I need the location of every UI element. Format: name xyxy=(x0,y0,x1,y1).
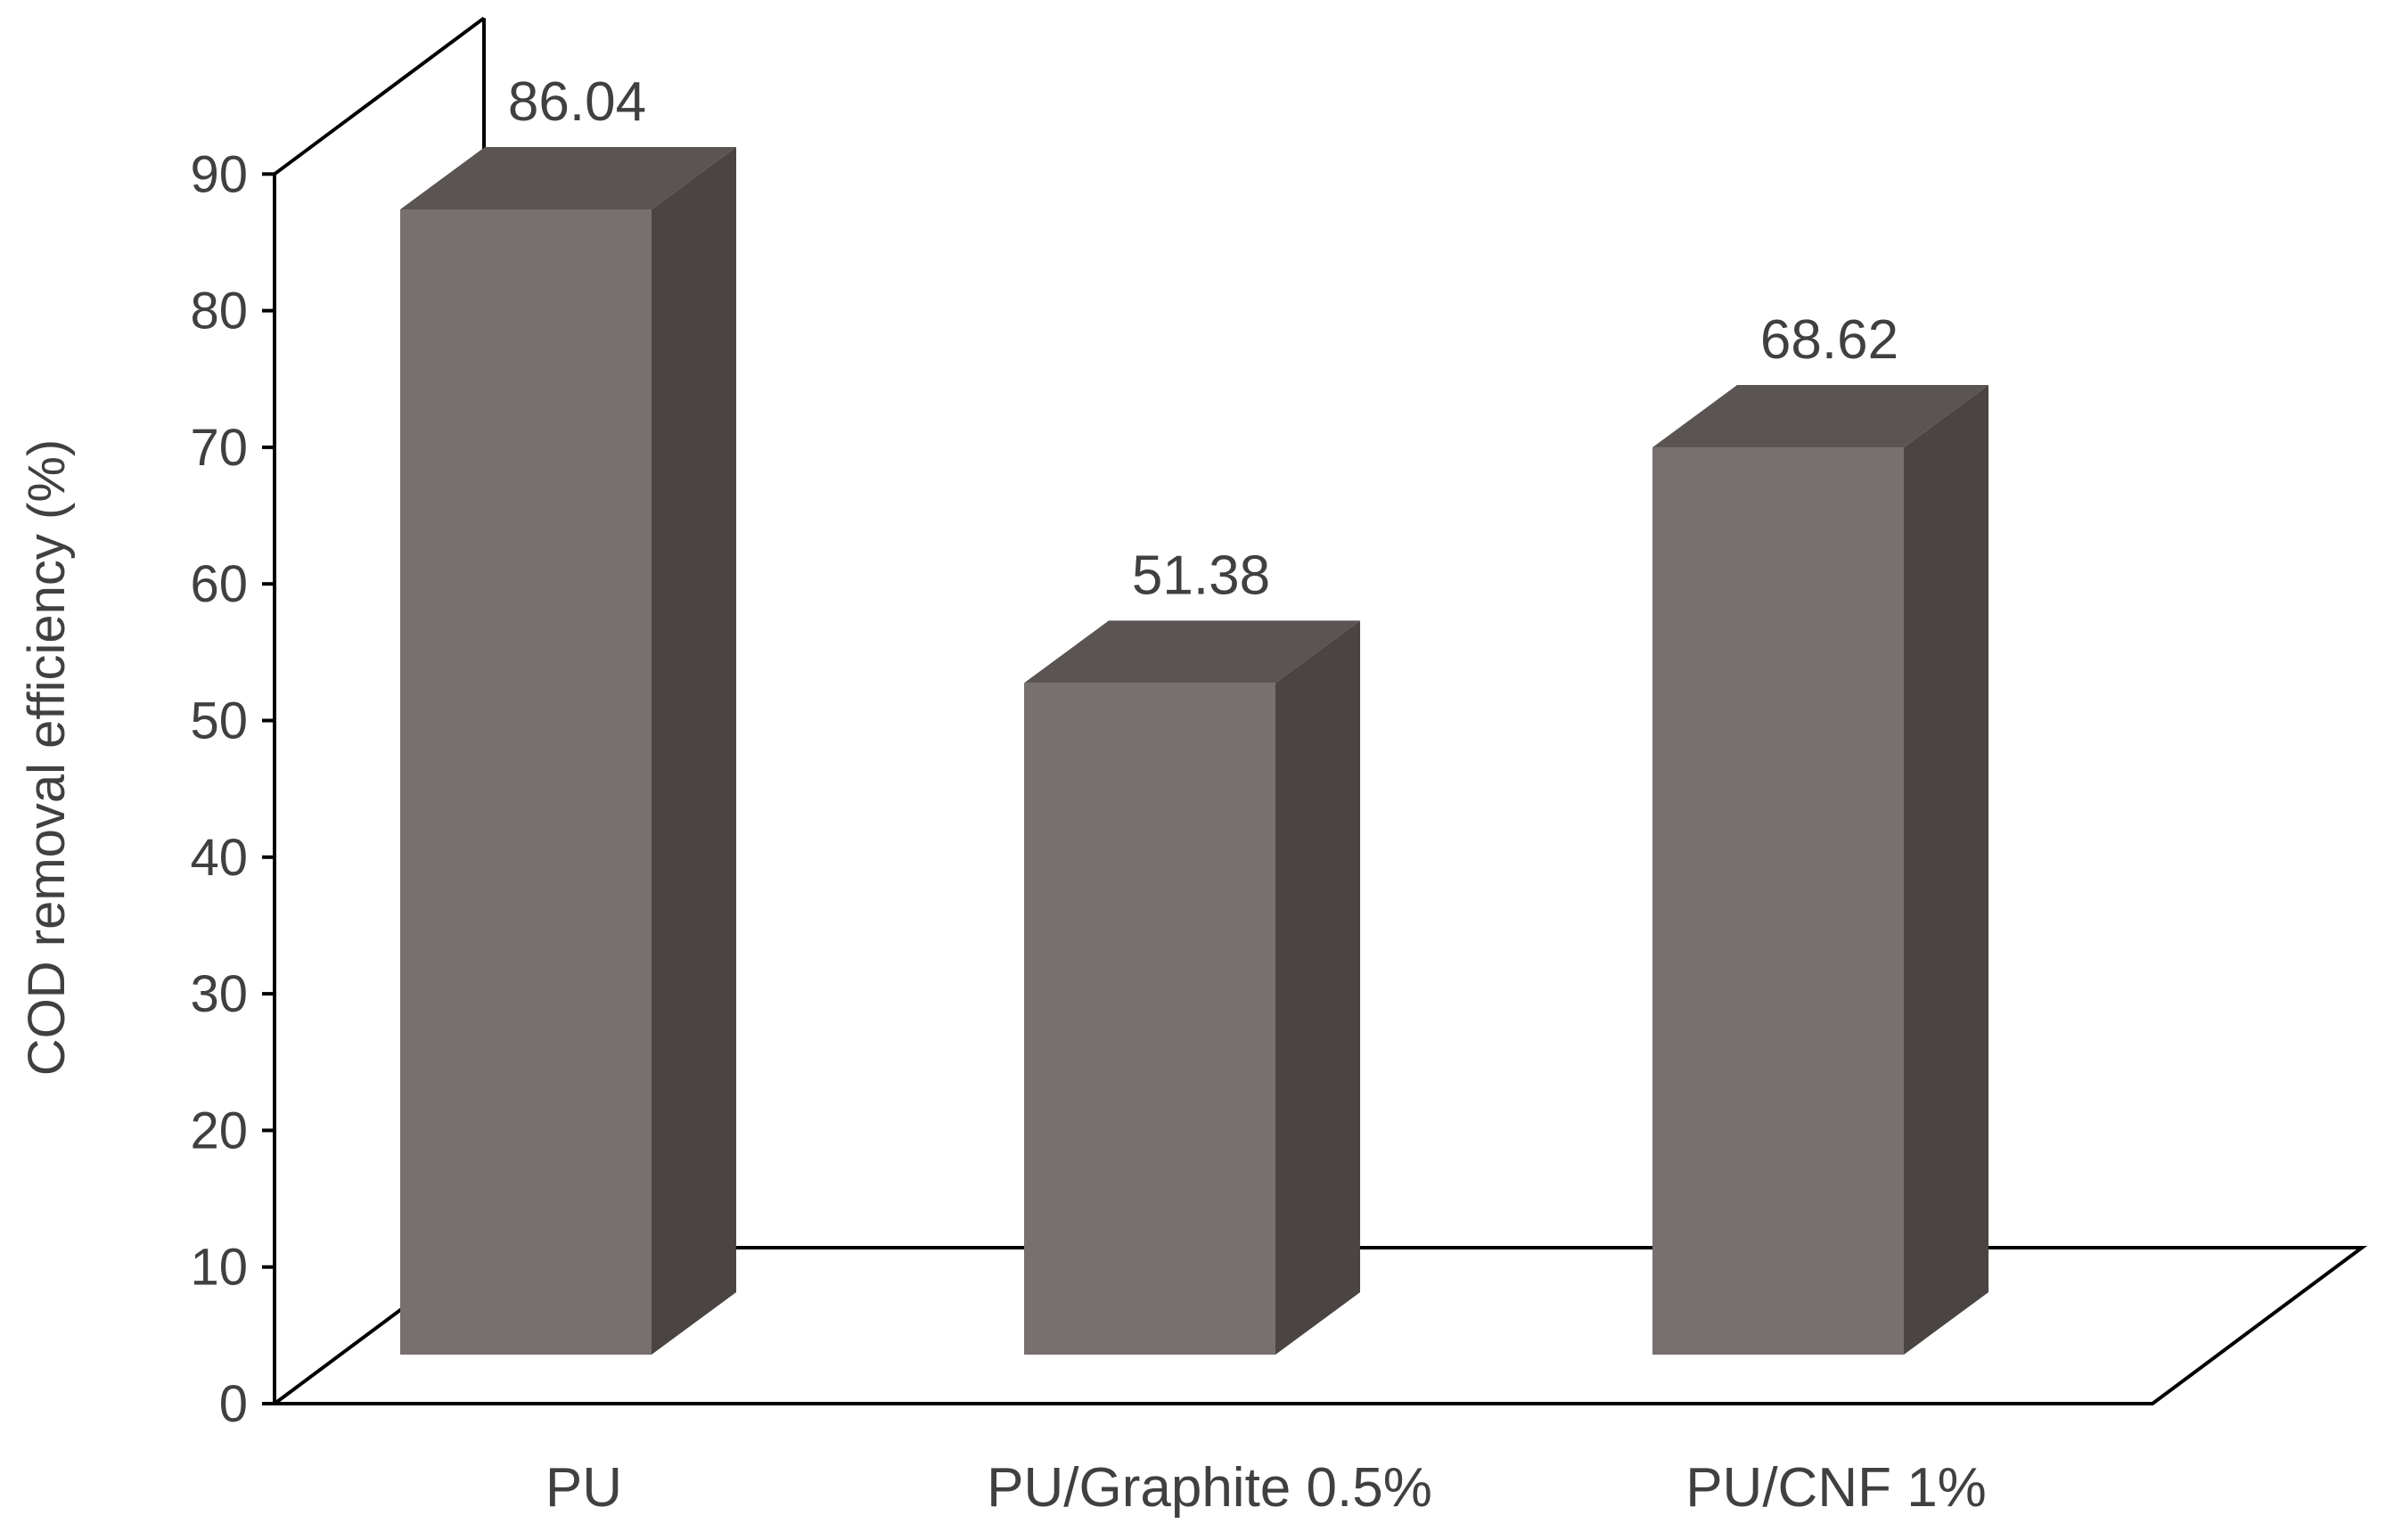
bar-top xyxy=(1652,385,1988,448)
bar-front xyxy=(1024,683,1275,1355)
y-tick-label: 0 xyxy=(219,1375,248,1433)
y-axis-label: COD removal efficiency (%) xyxy=(18,439,76,1076)
labels: COD removal efficiency (%) 0 10 20 30 40 50 60… xyxy=(18,71,1987,1519)
y-tick-label: 80 xyxy=(190,283,248,340)
y-tick-label: 30 xyxy=(190,965,248,1023)
y-tick-label: 60 xyxy=(190,555,248,613)
y-tick-label: 90 xyxy=(190,145,248,203)
bar xyxy=(400,147,736,1355)
data-label: 51.38 xyxy=(1132,545,1270,606)
data-label: 68.62 xyxy=(1760,309,1898,371)
y-tick-label: 50 xyxy=(190,692,248,750)
bar-top xyxy=(1024,620,1360,684)
x-tick-label: PU xyxy=(545,1457,622,1519)
bar-top xyxy=(400,147,736,210)
y-tick-label: 40 xyxy=(190,829,248,887)
data-label: 86.04 xyxy=(508,71,646,133)
bar xyxy=(1652,385,1988,1355)
bar-side xyxy=(1275,620,1360,1355)
y-tick-label: 20 xyxy=(190,1102,248,1159)
y-tick-label: 70 xyxy=(190,419,248,477)
bar-side xyxy=(1904,385,1988,1355)
bar-front xyxy=(400,209,652,1355)
x-tick-label: PU/CNF 1% xyxy=(1685,1457,1987,1519)
bars xyxy=(400,147,1988,1355)
top-depth-line xyxy=(273,16,486,176)
bar-side xyxy=(652,147,736,1355)
bar xyxy=(1024,620,1360,1355)
x-tick-label: PU/Graphite 0.5% xyxy=(987,1457,1432,1519)
bar-front xyxy=(1652,447,1904,1355)
y-tick-label: 10 xyxy=(190,1239,248,1297)
